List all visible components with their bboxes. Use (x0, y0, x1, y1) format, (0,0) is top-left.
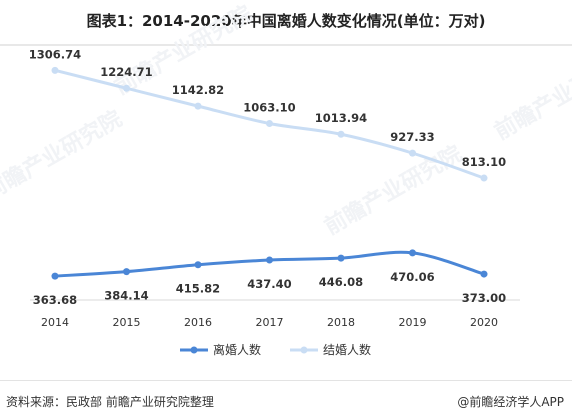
x-tick-2017: 2017 (256, 316, 284, 329)
point-marriage-2020 (480, 174, 488, 182)
data-label-marriage-2018: 1013.94 (315, 111, 367, 125)
point-divorce-2017 (266, 256, 273, 264)
data-label-marriage-2015: 1224.71 (100, 65, 152, 79)
data-label-divorce-2015: 384.14 (104, 289, 148, 303)
chart-title: 图表1：2014-2020年中国离婚人数变化情况(单位：万对) (86, 12, 486, 30)
point-marriage-2017 (266, 120, 273, 128)
point-divorce-2020 (480, 270, 488, 278)
data-label-divorce-2014: 363.68 (33, 293, 77, 307)
watermark-text: 前瞻产业研究院 (320, 141, 466, 241)
watermark-text: 前瞻产业研究院 (0, 106, 126, 206)
data-label-marriage-2016: 1142.82 (172, 83, 224, 97)
data-label-marriage-2017: 1063.10 (243, 101, 295, 115)
data-label-divorce-2020: 373.00 (462, 291, 506, 305)
point-divorce-2018 (337, 254, 345, 262)
data-label-marriage-2020: 813.10 (462, 155, 506, 169)
data-label-divorce-2016: 415.82 (176, 282, 220, 296)
x-tick-2016: 2016 (184, 316, 212, 329)
point-marriage-2015 (123, 84, 130, 92)
x-tick-2015: 2015 (113, 316, 141, 329)
point-divorce-2019 (409, 249, 416, 257)
point-divorce-2015 (123, 268, 130, 276)
legend-marker-marriage (300, 346, 308, 354)
data-label-marriage-2019: 927.33 (390, 130, 434, 144)
watermark-text: 前瞻产业研究院 (490, 46, 572, 146)
point-marriage-2016 (194, 102, 202, 110)
title-divider (0, 44, 572, 46)
point-divorce-2014 (51, 272, 59, 280)
data-label-divorce-2019: 470.06 (390, 270, 434, 284)
x-tick-2018: 2018 (327, 316, 355, 329)
x-axis-ticks: 2014 2015 2016 2017 2018 2019 2020 (41, 316, 498, 329)
brand-credit: @前瞻经济学人APP (457, 395, 564, 409)
legend-label-divorce: 离婚人数 (213, 342, 261, 357)
x-tick-2020: 2020 (470, 316, 498, 329)
legend-label-marriage: 结婚人数 (323, 342, 371, 357)
data-label-divorce-2017: 437.40 (247, 277, 291, 291)
source-note: 资料来源：民政部 前瞻产业研究院整理 (6, 395, 214, 409)
x-tick-2019: 2019 (399, 316, 427, 329)
data-label-divorce-2018: 446.08 (319, 275, 363, 289)
point-divorce-2016 (194, 261, 202, 269)
data-label-marriage-2014: 1306.74 (29, 47, 81, 61)
point-marriage-2019 (409, 149, 416, 157)
series-lines (51, 66, 488, 280)
x-tick-2014: 2014 (41, 316, 69, 329)
point-marriage-2014 (51, 66, 59, 74)
point-marriage-2018 (337, 130, 345, 138)
legend-marker-divorce (190, 346, 198, 354)
legend: 离婚人数 结婚人数 (180, 342, 371, 357)
footer-divider (0, 380, 572, 381)
data-labels: 1306.74 1224.71 1142.82 1063.10 1013.94 927.3… (29, 47, 506, 307)
